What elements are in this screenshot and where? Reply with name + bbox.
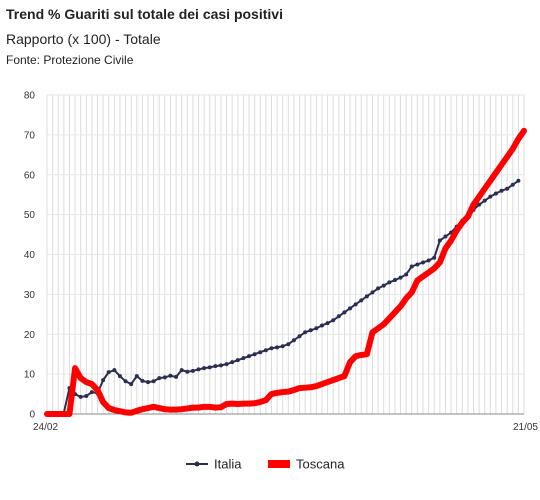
data-point-italia [516, 178, 521, 183]
data-point-italia [168, 373, 173, 378]
data-point-italia [190, 368, 195, 373]
data-point-italia [269, 346, 274, 351]
data-point-italia [174, 374, 179, 379]
data-point-italia [308, 328, 313, 333]
y-tick-label: 50 [24, 210, 36, 221]
data-point-italia [286, 342, 291, 347]
data-point-italia [443, 234, 448, 239]
x-tick-label: 24/02 [33, 422, 58, 433]
data-point-italia [510, 182, 515, 187]
data-point-italia [247, 354, 252, 359]
y-tick-label: 40 [24, 250, 36, 261]
data-point-italia [499, 188, 504, 193]
y-tick-label: 10 [24, 370, 36, 381]
data-point-italia [437, 238, 442, 243]
data-point-italia [415, 262, 420, 267]
legend-marker-italia [194, 461, 200, 467]
data-point-italia [134, 374, 139, 379]
data-point-italia [331, 318, 336, 323]
data-point-italia [78, 394, 83, 399]
legend-label-italia: Italia [214, 457, 242, 472]
chart-legend: Italia Toscana [186, 457, 345, 472]
data-point-italia [336, 314, 341, 319]
data-point-italia [263, 348, 268, 353]
chart-series [44, 127, 527, 417]
data-point-italia [101, 378, 106, 383]
data-point-italia [319, 323, 324, 328]
chart-grid [46, 94, 525, 415]
data-point-italia [432, 255, 437, 260]
x-tick-label: 21/05 [513, 422, 538, 433]
data-point-italia [230, 360, 235, 365]
data-point-italia [426, 258, 431, 263]
data-point-italia [252, 352, 257, 357]
y-tick-label: 20 [24, 330, 36, 341]
y-axis-ticks: 0 10 20 30 40 50 60 70 80 [24, 91, 36, 421]
series-line-toscana [44, 127, 527, 417]
data-point-italia [84, 394, 89, 399]
legend-label-toscana: Toscana [296, 457, 345, 472]
data-point-italia [179, 368, 184, 373]
data-point-italia [151, 379, 156, 384]
y-tick-label: 30 [24, 290, 36, 301]
data-point-italia [387, 280, 392, 285]
data-point-italia [117, 374, 122, 379]
y-tick-label: 70 [24, 130, 36, 141]
data-point-italia [398, 275, 403, 280]
data-point-italia [224, 362, 229, 367]
data-point-italia [218, 363, 223, 368]
data-point-italia [112, 368, 117, 373]
x-axis-ticks: 24/02 21/05 [33, 422, 538, 433]
data-point-italia [146, 380, 151, 385]
data-point-italia [207, 365, 212, 370]
data-point-italia [392, 278, 397, 283]
data-point-italia [202, 366, 207, 371]
data-point-italia [420, 260, 425, 265]
data-point-italia [258, 350, 263, 355]
data-point-italia [314, 326, 319, 331]
data-point-italia [235, 358, 240, 363]
data-point-italia [477, 202, 482, 207]
y-tick-label: 0 [29, 410, 35, 421]
data-point-italia [280, 344, 285, 349]
data-point-italia [482, 198, 487, 203]
data-point-italia [123, 379, 128, 384]
data-point-italia [140, 378, 145, 383]
data-point-italia [157, 376, 162, 381]
y-tick-label: 60 [24, 170, 36, 181]
data-point-italia [291, 338, 296, 343]
data-point-italia [348, 306, 353, 311]
data-point-italia [409, 264, 414, 269]
data-point-italia [342, 310, 347, 315]
data-point-italia [376, 286, 381, 291]
data-point-italia [370, 290, 375, 295]
data-point-italia [364, 294, 369, 299]
data-point-italia [213, 364, 218, 369]
data-point-italia [488, 194, 493, 199]
chart-source: Fonte: Protezione Civile [6, 53, 134, 67]
data-point-italia [297, 334, 302, 339]
data-point-italia [493, 191, 498, 196]
chart-title: Trend % Guariti sul totale dei casi posi… [6, 6, 283, 22]
data-point-italia [106, 370, 111, 375]
data-point-italia [196, 367, 201, 372]
data-point-italia [381, 283, 386, 288]
data-point-italia [89, 390, 94, 395]
data-point-italia [303, 330, 308, 335]
data-point-italia [325, 321, 330, 326]
y-tick-label: 80 [24, 91, 36, 102]
data-point-italia [185, 369, 190, 374]
data-point-italia [275, 345, 280, 350]
data-point-italia [359, 298, 364, 303]
data-point-italia [404, 272, 409, 277]
data-point-italia [129, 382, 134, 387]
data-point-italia [162, 375, 167, 380]
data-point-italia [505, 186, 510, 191]
data-point-italia [241, 356, 246, 361]
data-point-italia [353, 302, 358, 307]
chart-subtitle: Rapporto (x 100) - Totale [6, 31, 161, 47]
